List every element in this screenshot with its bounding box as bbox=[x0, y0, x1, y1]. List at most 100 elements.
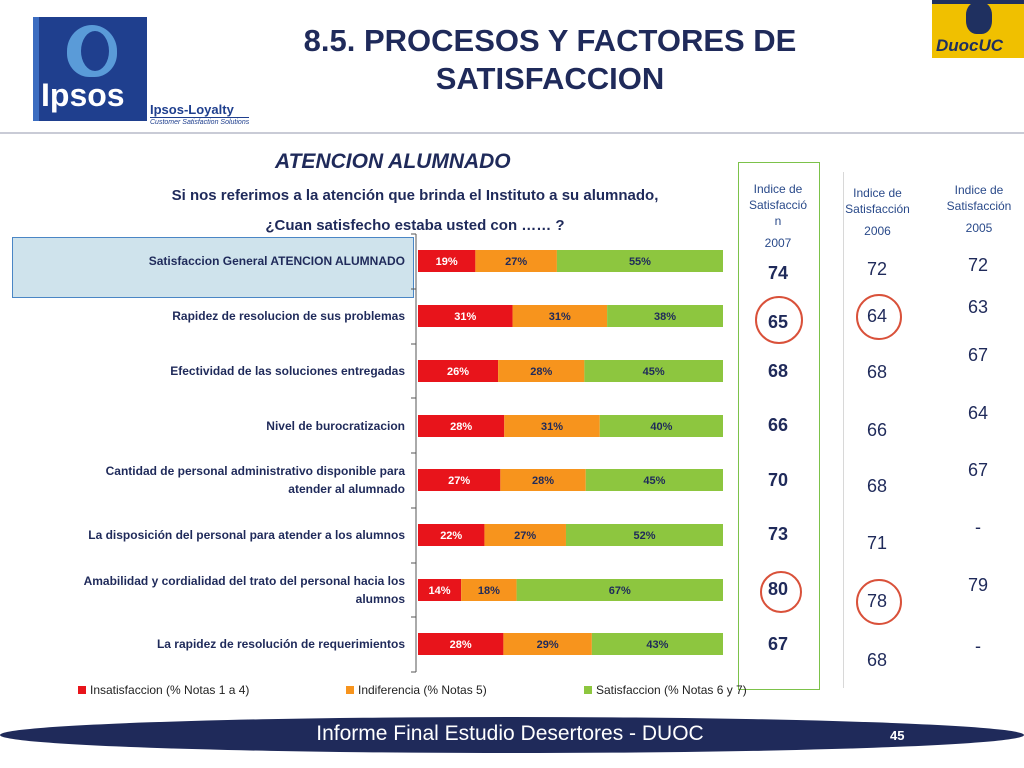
bar-data-label: 52% bbox=[633, 530, 655, 542]
bar-data-label: 31% bbox=[454, 311, 476, 323]
index-2007-value: 67 bbox=[767, 634, 789, 654]
highlight-box bbox=[12, 237, 414, 298]
index-2005-year: 2005 bbox=[965, 221, 993, 235]
section-title: ATENCION ALUMNADO bbox=[275, 150, 511, 173]
index-2007-value: 66 bbox=[767, 415, 789, 435]
bar-segment-insatisfaccion bbox=[418, 469, 501, 491]
bar-data-label: 67% bbox=[609, 585, 631, 597]
index-2006-value: 71 bbox=[866, 533, 888, 553]
index-2005-heading-line1: Indice de bbox=[954, 183, 1004, 197]
legend-swatch-satisfaccion bbox=[584, 685, 592, 694]
index-2007-heading: Indice de Satisfacció n bbox=[738, 181, 818, 229]
bar-segment-satisfaccion bbox=[556, 250, 723, 272]
bar-segment-satisfaccion bbox=[584, 360, 723, 382]
bar-data-label: 55% bbox=[629, 256, 651, 268]
index-2006-value: 68 bbox=[866, 362, 888, 382]
index-2007-value: 70 bbox=[767, 470, 789, 490]
category-label: atender al alumnado bbox=[288, 482, 405, 496]
bar-segment-satisfaccion bbox=[585, 469, 723, 491]
bar-segment-indiferencia bbox=[504, 415, 600, 437]
index-2005-value: 67 bbox=[967, 345, 989, 365]
index-2005-heading: Indice de Satisfacción bbox=[935, 182, 1023, 214]
index-2007-value: 73 bbox=[767, 524, 789, 544]
index-2006-divider bbox=[843, 172, 844, 688]
bar-data-label: 28% bbox=[450, 639, 472, 651]
bar-segment-satisfaccion bbox=[607, 305, 723, 327]
bar-data-label: 27% bbox=[505, 256, 527, 268]
index-2007-year: 2007 bbox=[764, 236, 792, 250]
page-title-line1: 8.5. PROCESOS Y FACTORES DE bbox=[303, 23, 797, 58]
index-2005-heading-line2: Satisfacción bbox=[946, 199, 1012, 213]
loyalty-logo-text: Ipsos-Loyalty bbox=[150, 102, 234, 117]
index-2005-value: 64 bbox=[967, 403, 989, 423]
highlight-circle-2006-amabilidad bbox=[856, 579, 902, 625]
category-label: Efectividad de las soluciones entregadas bbox=[170, 364, 405, 378]
title-divider bbox=[0, 132, 1024, 134]
page-title: 8.5. PROCESOS Y FACTORES DE SATISFACCION bbox=[230, 22, 870, 98]
index-2006-value: 72 bbox=[866, 259, 888, 279]
bar-segment-indiferencia bbox=[498, 360, 585, 382]
index-2006-heading-line2: Satisfacción bbox=[845, 202, 910, 216]
bar-segment-indiferencia bbox=[503, 633, 592, 655]
bar-segment-satisfaccion bbox=[599, 415, 723, 437]
ipsos-logo: Ipsos bbox=[33, 17, 147, 121]
highlight-circle-2006-rapidez bbox=[856, 294, 902, 340]
legend-satisfaccion: Satisfaccion (% Notas 6 y 7) bbox=[584, 683, 747, 697]
bar-segment-indiferencia bbox=[484, 524, 566, 546]
bar-data-label: 28% bbox=[450, 421, 472, 433]
bar-segment-indiferencia bbox=[500, 469, 586, 491]
bar-segment-indiferencia bbox=[475, 250, 557, 272]
logo-stripe bbox=[33, 17, 39, 121]
bar-data-label: 38% bbox=[654, 311, 676, 323]
bar-segment-insatisfaccion bbox=[418, 360, 499, 382]
index-2007-value: 68 bbox=[767, 361, 789, 381]
highlight-circle-2007-rapidez bbox=[755, 296, 803, 344]
category-label: Cantidad de personal administrativo disp… bbox=[106, 464, 406, 478]
index-2005-value: 72 bbox=[967, 255, 989, 275]
page-number: 45 bbox=[890, 728, 905, 743]
bar-data-label: 18% bbox=[478, 585, 500, 597]
bar-segment-indiferencia bbox=[461, 579, 517, 601]
page-title-line2: SATISFACCION bbox=[435, 61, 665, 96]
highlight-circle-2007-amabilidad bbox=[760, 571, 802, 613]
category-label: alumnos bbox=[356, 592, 406, 606]
legend-indiferencia: Indiferencia (% Notas 5) bbox=[346, 683, 487, 697]
bar-data-label: 31% bbox=[541, 421, 563, 433]
bar-data-label: 29% bbox=[537, 639, 559, 651]
bar-data-label: 22% bbox=[440, 530, 462, 542]
bar-data-label: 40% bbox=[650, 421, 672, 433]
bar-segment-insatisfaccion bbox=[418, 579, 462, 601]
bar-segment-satisfaccion bbox=[565, 524, 723, 546]
category-label: Amabilidad y cordialidad del trato del p… bbox=[84, 574, 406, 588]
index-2006-heading-line1: Indice de bbox=[853, 186, 902, 200]
duoc-logo-text: DuocUC bbox=[936, 36, 1004, 55]
index-2006-heading: Indice de Satisfacción bbox=[835, 185, 920, 217]
index-2006-value: 68 bbox=[866, 650, 888, 670]
bar-data-label: 14% bbox=[429, 585, 451, 597]
index-2007-heading-line2: Satisfacció bbox=[748, 198, 808, 212]
index-2006-value: 66 bbox=[866, 420, 888, 440]
index-2007-heading-line1: Indice de bbox=[753, 182, 803, 196]
legend-insatisfaccion: Insatisfaccion (% Notas 1 a 4) bbox=[78, 683, 249, 697]
question-line-1: Si nos referimos a la atención que brind… bbox=[171, 187, 659, 204]
index-2005-value: - bbox=[975, 517, 981, 537]
legend-label-indiferencia: Indiferencia (% Notas 5) bbox=[358, 683, 487, 697]
bar-segment-insatisfaccion bbox=[418, 305, 513, 327]
index-2006-year: 2006 bbox=[864, 224, 891, 238]
bar-segment-satisfaccion bbox=[516, 579, 723, 601]
bar-segment-insatisfaccion bbox=[418, 524, 485, 546]
bar-data-label: 27% bbox=[514, 530, 536, 542]
bar-segment-insatisfaccion bbox=[418, 415, 505, 437]
bar-segment-satisfaccion bbox=[591, 633, 723, 655]
category-label: Satisfaccion General ATENCION ALUMNADO bbox=[149, 254, 405, 268]
bar-data-label: 45% bbox=[643, 475, 665, 487]
bar-data-label: 28% bbox=[530, 366, 552, 378]
index-2005-value: 79 bbox=[967, 575, 989, 595]
bar-segment-insatisfaccion bbox=[418, 633, 504, 655]
index-2007-box bbox=[738, 162, 820, 690]
index-2007-heading-line3: n bbox=[774, 214, 782, 228]
index-2007-value: 74 bbox=[767, 263, 789, 283]
footer-banner bbox=[0, 717, 1024, 753]
bar-data-label: 43% bbox=[646, 639, 668, 651]
